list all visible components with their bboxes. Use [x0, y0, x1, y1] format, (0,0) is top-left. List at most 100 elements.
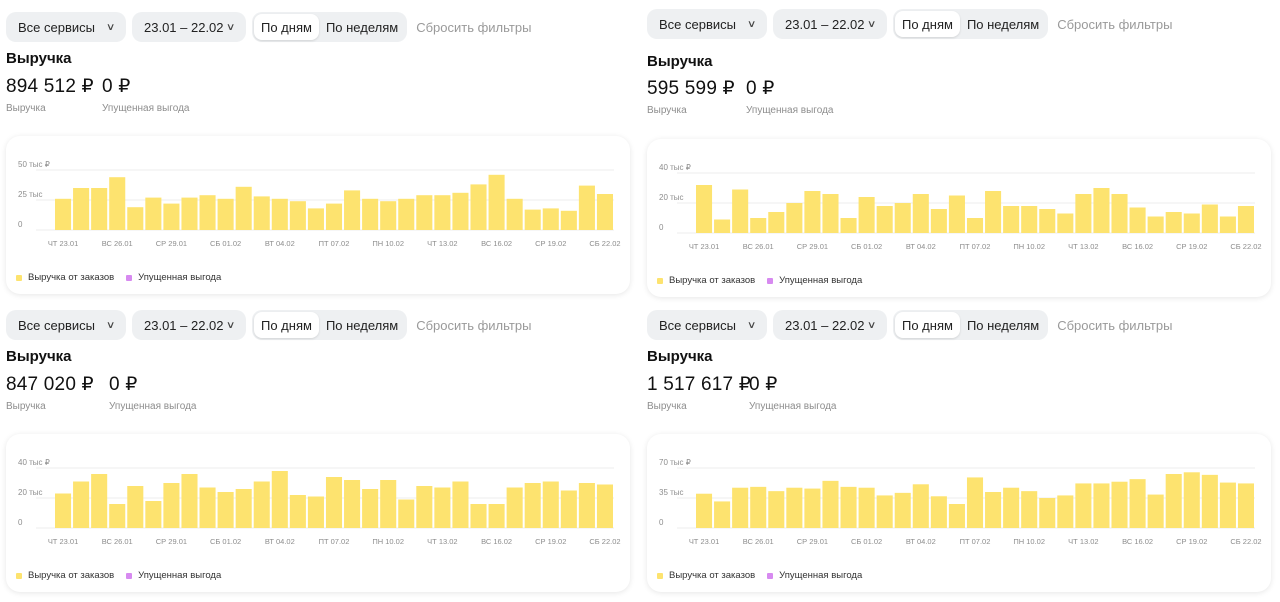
- by-days-tab[interactable]: По дням: [254, 14, 319, 40]
- legend-label-lost: Упущенная выгода: [138, 570, 222, 581]
- date-range-dropdown[interactable]: 23.01 – 22.02 ∨: [132, 12, 246, 42]
- services-dropdown[interactable]: Все сервисы ∨: [6, 12, 126, 42]
- x-tick-label: СБ 01.02: [851, 242, 882, 251]
- chart-legend: Выручка от заказов Упущенная выгода: [16, 570, 221, 581]
- y-tick-label: 40 тыс ₽: [659, 163, 691, 172]
- x-tick-label: СБ 01.02: [210, 537, 241, 546]
- by-weeks-tab[interactable]: По неделям: [325, 19, 399, 35]
- chart-card: 40 тыс ₽ 20 тыс 0 ЧТ 23.01 ВС 26.01 СР 29.01 С…: [647, 139, 1271, 297]
- x-tick-label: ВС 16.02: [481, 537, 512, 546]
- by-days-tab[interactable]: По дням: [895, 11, 960, 37]
- legend-item-lost[interactable]: Упущенная выгода: [126, 272, 221, 283]
- chevron-down-icon: ∨: [866, 319, 877, 331]
- revenue-bar: [452, 192, 469, 230]
- x-tick-label: ВТ 04.02: [906, 537, 936, 546]
- legend-item-lost[interactable]: Упущенная выгода: [126, 570, 221, 581]
- reset-filters-link[interactable]: Сбросить фильтры: [416, 19, 532, 35]
- revenue-bar: [307, 208, 324, 230]
- x-tick-label: СР 19.02: [1176, 537, 1207, 546]
- reset-filters-link[interactable]: Сбросить фильтры: [1057, 16, 1173, 32]
- legend-item-lost[interactable]: Упущенная выгода: [767, 570, 862, 581]
- revenue-bar: [1237, 206, 1254, 233]
- revenue-panel: Все сервисы ∨ 23.01 – 22.02 ∨ По дням По н…: [0, 298, 630, 596]
- legend-item-revenue[interactable]: Выручка от заказов: [16, 272, 114, 283]
- revenue-metric: 595 599 ₽ Выручка: [647, 77, 735, 116]
- revenue-bar: [91, 188, 108, 230]
- revenue-label: Выручка: [647, 105, 687, 116]
- legend-item-lost[interactable]: Упущенная выгода: [767, 275, 862, 286]
- revenue-bar: [876, 495, 893, 528]
- x-tick-label: ВТ 04.02: [906, 242, 936, 251]
- lost-profit-label: Упущенная выгода: [109, 401, 197, 412]
- revenue-bar: [344, 480, 361, 528]
- period-toggle: По дням По неделям: [252, 310, 408, 340]
- revenue-bar: [55, 198, 72, 230]
- by-weeks-tab[interactable]: По неделям: [325, 317, 399, 333]
- legend-swatch-revenue: [16, 274, 22, 281]
- legend-label-lost: Упущенная выгода: [779, 275, 863, 286]
- services-label: Все сервисы: [659, 317, 736, 333]
- legend-swatch-lost: [767, 277, 774, 284]
- y-tick-label: 0: [18, 518, 23, 527]
- lost-profit-label: Упущенная выгода: [749, 401, 837, 412]
- revenue-bar: [1147, 216, 1164, 233]
- revenue-bar: [253, 196, 270, 230]
- revenue-bar: [786, 203, 803, 233]
- revenue-bar: [488, 504, 505, 528]
- x-tick-label: ПН 10.02: [1013, 537, 1045, 546]
- legend-swatch-revenue: [657, 277, 663, 284]
- date-range-dropdown[interactable]: 23.01 – 22.02 ∨: [773, 9, 887, 39]
- revenue-bar: [542, 481, 559, 528]
- services-dropdown[interactable]: Все сервисы ∨: [647, 9, 767, 39]
- revenue-bar: [1003, 206, 1020, 233]
- legend-item-revenue[interactable]: Выручка от заказов: [657, 275, 755, 286]
- revenue-bar: [91, 474, 108, 528]
- lost-profit-metric: 0 ₽ Упущенная выгода: [102, 75, 189, 114]
- revenue-bar: [858, 487, 875, 528]
- legend-item-revenue[interactable]: Выручка от заказов: [16, 570, 114, 581]
- revenue-bar: [380, 480, 397, 528]
- revenue-bar: [578, 185, 595, 230]
- by-days-tab[interactable]: По дням: [895, 312, 960, 338]
- by-days-tab[interactable]: По дням: [254, 312, 319, 338]
- revenue-bar: [1075, 194, 1092, 233]
- chevron-down-icon: ∨: [746, 319, 757, 331]
- services-dropdown[interactable]: Все сервисы ∨: [6, 310, 126, 340]
- reset-filters-link[interactable]: Сбросить фильтры: [1057, 317, 1173, 333]
- period-toggle: По дням По неделям: [893, 310, 1049, 340]
- reset-filters-link[interactable]: Сбросить фильтры: [416, 317, 532, 333]
- x-tick-label: ЧТ 13.02: [427, 239, 457, 248]
- x-tick-label: ВС 26.01: [102, 537, 133, 546]
- legend-label-revenue: Выручка от заказов: [28, 570, 115, 581]
- services-dropdown[interactable]: Все сервисы ∨: [647, 310, 767, 340]
- revenue-bar: [199, 487, 216, 528]
- revenue-bar: [398, 499, 415, 528]
- date-range-dropdown[interactable]: 23.01 – 22.02 ∨: [773, 310, 887, 340]
- period-toggle: По дням По неделям: [893, 9, 1049, 39]
- revenue-bar: [750, 218, 767, 233]
- revenue-bar: [1093, 483, 1110, 528]
- revenue-bar: [786, 487, 803, 528]
- section-title: Выручка: [647, 348, 713, 365]
- lost-profit-metric: 0 ₽ Упущенная выгода: [746, 77, 833, 116]
- revenue-bar: [416, 195, 433, 230]
- revenue-bar: [1219, 216, 1236, 233]
- by-weeks-tab[interactable]: По неделям: [966, 317, 1040, 333]
- date-range-dropdown[interactable]: 23.01 – 22.02 ∨: [132, 310, 246, 340]
- x-tick-label: ЧТ 13.02: [1068, 242, 1098, 251]
- chart-card: 70 тыс ₽ 35 тыс 0 ЧТ 23.01 ВС 26.01 СР 29.01 С…: [647, 434, 1271, 592]
- revenue-bar: [894, 203, 911, 233]
- legend-label-lost: Упущенная выгода: [779, 570, 863, 581]
- x-tick-label: СБ 01.02: [851, 537, 882, 546]
- revenue-bar: [985, 492, 1002, 528]
- revenue-value: 595 599 ₽: [647, 78, 735, 99]
- revenue-bar: [271, 198, 288, 230]
- by-weeks-tab[interactable]: По неделям: [966, 16, 1040, 32]
- revenue-bar: [596, 194, 613, 230]
- revenue-bar: [1111, 481, 1128, 528]
- lost-profit-value: 0 ₽: [749, 374, 778, 395]
- legend-item-revenue[interactable]: Выручка от заказов: [657, 570, 755, 581]
- revenue-bar: [109, 504, 126, 528]
- revenue-label: Выручка: [6, 401, 46, 412]
- x-tick-label: СБ 22.02: [1230, 242, 1261, 251]
